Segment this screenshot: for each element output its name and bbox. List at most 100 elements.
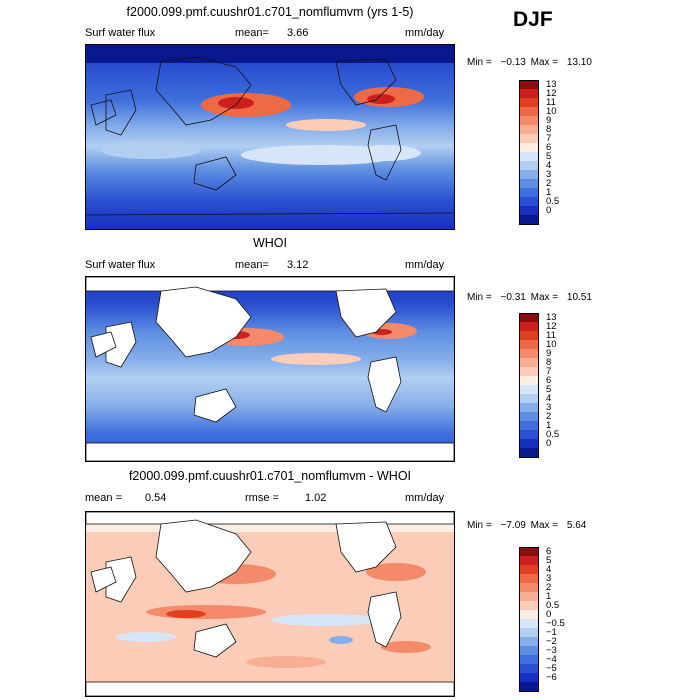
colorbar-tick-label: 0.5	[546, 196, 560, 207]
mean-value-obs: 3.12	[287, 259, 309, 271]
colorbar-tick-label: 4	[546, 564, 552, 575]
colorbar-tick-label: 2	[546, 178, 552, 189]
colorbar-swatch	[519, 547, 539, 557]
mean-value-model: 3.66	[287, 27, 309, 39]
colorbar-tick-label: 3	[546, 573, 552, 584]
colorbar-tick-label: 6	[546, 142, 552, 153]
colorbar-tick-label: 0	[546, 205, 552, 216]
colorbar-swatch	[519, 655, 539, 665]
max-value-diff: 5.64	[566, 520, 587, 531]
colorbar-tick-label: 3	[546, 402, 552, 413]
minmax-obs: Min = −0.31 Max = 10.51	[467, 292, 592, 303]
colorbar-tick-label: 3	[546, 169, 552, 180]
max-label-obs: Max =	[530, 292, 559, 303]
max-label-model: Max =	[530, 57, 559, 68]
colorbar-tick-label: 8	[546, 357, 552, 368]
max-value-obs: 10.51	[566, 292, 592, 303]
max-value-model: 13.10	[566, 57, 592, 68]
colorbar-swatch	[519, 161, 539, 171]
colorbar-tick-label: 10	[546, 106, 557, 117]
colorbar-swatch	[519, 583, 539, 593]
colorbar-swatch	[519, 430, 539, 440]
units-label-model: mm/day	[405, 27, 445, 39]
colorbar-swatch	[519, 152, 539, 162]
colorbar-tick-label: −2	[546, 636, 557, 647]
mean-label-model: mean=	[235, 27, 269, 39]
colorbar-tick-label: 13	[546, 79, 557, 90]
minmax-diff: Min = −7.09 Max = 5.64	[467, 520, 586, 531]
colorbar-swatch	[519, 385, 539, 395]
colorbar-tick-label: 5	[546, 384, 552, 395]
colorbar-swatch	[519, 421, 539, 431]
colorbar-tick-label: 2	[546, 411, 552, 422]
colorbar-tick-label: 12	[546, 88, 557, 99]
colorbar-swatch	[519, 358, 539, 368]
colorbar-swatch	[519, 322, 539, 332]
mean-value-diff: 0.54	[145, 492, 167, 504]
map-model	[85, 44, 455, 230]
map-obs	[85, 276, 455, 462]
colorbar-swatch	[519, 188, 539, 198]
colorbar-tick-label: 6	[546, 546, 552, 557]
colorbar-tick-label: 0	[546, 438, 552, 449]
min-value-model: −0.13	[500, 57, 526, 68]
colorbar-tick-label: −3	[546, 645, 557, 656]
map-diff	[85, 511, 455, 697]
panel-title-model: f2000.099.pmf.cuushr01.c701_nomflumvm (y…	[126, 5, 414, 19]
colorbar-swatch	[519, 367, 539, 377]
colorbar-swatch	[519, 637, 539, 647]
colorbar-swatch	[519, 206, 539, 216]
colorbar-swatch	[519, 448, 539, 458]
colorbar-tick-label: 2	[546, 582, 552, 593]
kuroshio-core	[218, 97, 254, 109]
colorbar-swatch	[519, 349, 539, 359]
colorbar-swatch	[519, 116, 539, 126]
colorbar-model: 13 12 11 10 9 8 7 6 5 4 3 2 1 0.5 0	[519, 79, 579, 225]
colorbar-tick-label: 5	[546, 151, 552, 162]
colorbar-tick-label: 9	[546, 348, 552, 359]
variable-label-model: Surf water flux	[85, 27, 156, 39]
colorbar-tick-label: −0.5	[546, 618, 565, 629]
colorbar-tick-label: −4	[546, 654, 557, 665]
colorbar-swatch	[519, 619, 539, 629]
colorbar-tick-label: 7	[546, 366, 552, 377]
colorbar-tick-label: 4	[546, 393, 552, 404]
colorbar-tick-label: 12	[546, 321, 557, 332]
colorbar-swatch	[519, 574, 539, 584]
panel-title-diff: f2000.099.pmf.cuushr01.c701_nomflumvm - …	[128, 469, 412, 483]
colorbar-swatch	[519, 565, 539, 575]
min-value-obs: −0.31	[500, 292, 526, 303]
colorbar-swatch	[519, 98, 539, 108]
colorbar-swatch	[519, 682, 539, 692]
colorbar-swatch	[519, 197, 539, 207]
min-label-model: Min =	[467, 57, 492, 68]
colorbar-swatch	[519, 80, 539, 90]
colorbar-tick-label: −5	[546, 663, 557, 674]
colorbar-tick-label: 5	[546, 555, 552, 566]
land-mask-obs	[86, 277, 454, 461]
colorbar-swatch	[519, 170, 539, 180]
colorbar-swatch	[519, 439, 539, 449]
colorbar-swatch	[519, 313, 539, 323]
colorbar-tick-label: 13	[546, 312, 557, 323]
colorbar-swatch	[519, 331, 539, 341]
colorbar-tick-label: 4	[546, 160, 552, 171]
min-value-diff: −7.09	[500, 520, 526, 531]
colorbar-swatch	[519, 134, 539, 144]
colorbar-tick-label: −1	[546, 627, 557, 638]
colorbar-tick-label: 8	[546, 124, 552, 135]
colorbar-swatch	[519, 215, 539, 225]
colorbar-swatch	[519, 610, 539, 620]
colorbar-tick-label: 1	[546, 420, 552, 431]
min-label-diff: Min =	[467, 520, 492, 531]
min-label-obs: Min =	[467, 292, 492, 303]
colorbar-diff: 6 5 4 3 2 1 0.5 0 −0.5 −1 −2 −3 −4 −5 −6	[519, 546, 579, 692]
max-label-diff: Max =	[530, 520, 559, 531]
colorbar-swatch	[519, 403, 539, 413]
colorbar-swatch	[519, 412, 539, 422]
colorbar-swatch	[519, 340, 539, 350]
colorbar-swatch	[519, 646, 539, 656]
land-mask-diff	[86, 512, 454, 696]
colorbar-swatch	[519, 601, 539, 611]
colorbar-tick-label: −6	[546, 672, 557, 683]
